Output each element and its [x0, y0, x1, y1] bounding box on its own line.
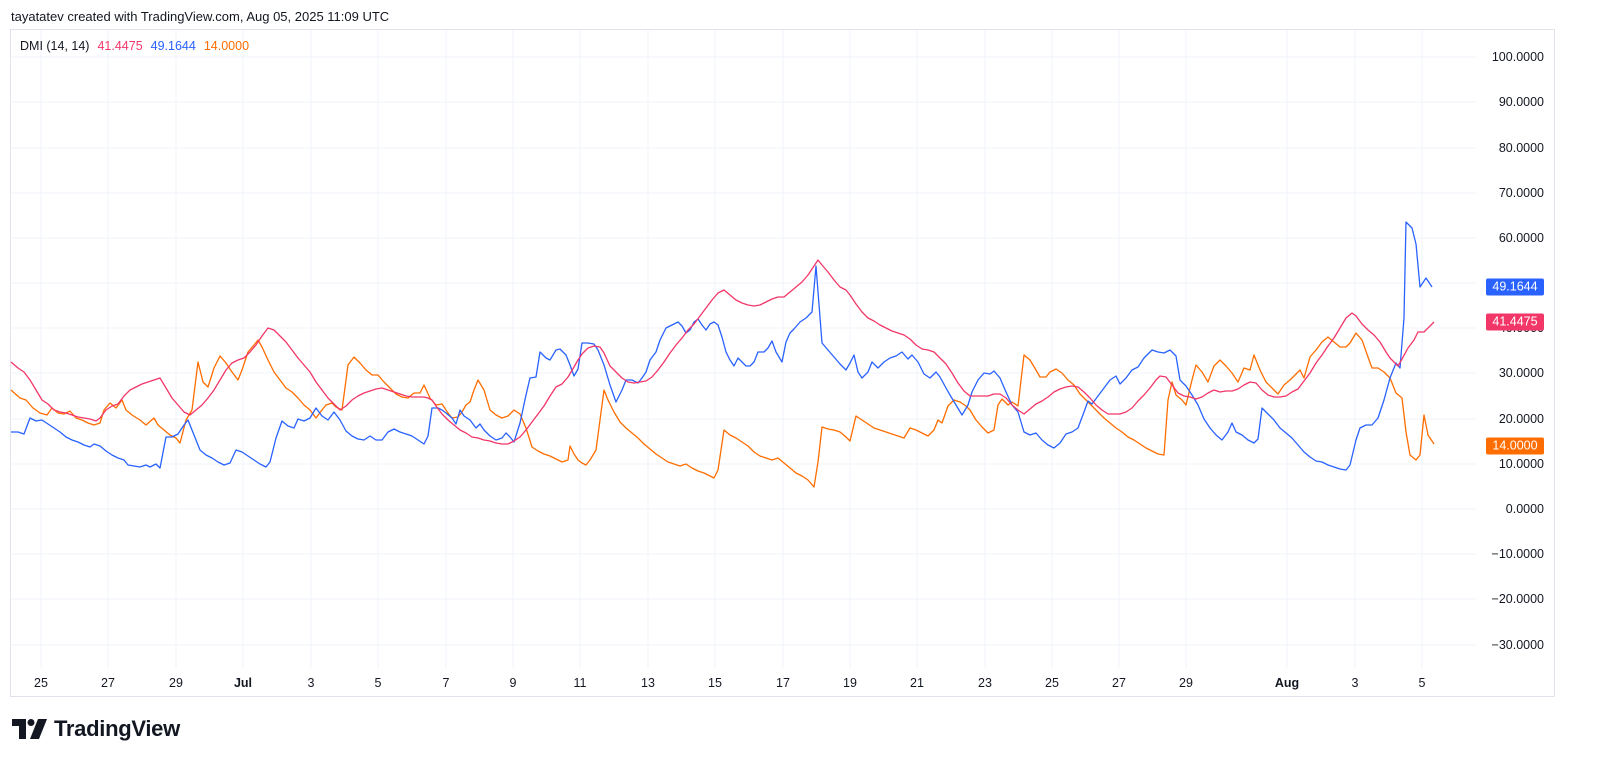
y-axis-label: 90.0000 — [1498, 95, 1544, 109]
grid-lines — [11, 30, 1476, 668]
legend-minus-di-value: 14.0000 — [203, 39, 250, 53]
y-axis-label: 10.0000 — [1498, 457, 1544, 471]
y-axis-label: 60.0000 — [1498, 231, 1544, 245]
y-axis-label: 100.0000 — [1491, 50, 1544, 64]
tradingview-logo-text: TradingView — [54, 716, 180, 741]
x-axis-label: 3 — [1351, 676, 1359, 690]
x-axis-label: 27 — [101, 676, 115, 690]
x-axis-label: 19 — [843, 676, 857, 690]
x-axis-label: 13 — [641, 676, 655, 690]
x-axis-label: 5 — [374, 676, 382, 690]
legend-plus-di-value: 49.1644 — [150, 39, 196, 53]
x-axis-label: 27 — [1112, 676, 1126, 690]
series-minus-di-line — [10, 332, 1435, 488]
x-axis-label: 23 — [978, 676, 992, 690]
minus-di-price-badge: 14.0000 — [1486, 437, 1544, 455]
x-axis-label: 5 — [1418, 676, 1426, 690]
x-axis-label: 29 — [1179, 676, 1193, 690]
legend-indicator-name: DMI (14, 14) — [20, 39, 90, 53]
y-axis-label: −20.0000 — [1491, 592, 1544, 606]
y-axis-label: 20.0000 — [1498, 412, 1544, 426]
x-axis-label: 25 — [1045, 676, 1059, 690]
x-axis-label: 7 — [442, 676, 450, 690]
series-adx-line — [10, 259, 1435, 445]
adx-price-badge: 41.4475 — [1486, 313, 1544, 331]
plus-di-price-badge: 49.1644 — [1486, 278, 1544, 296]
tradingview-logo[interactable]: TradingView — [12, 716, 180, 742]
y-axis-label: 30.0000 — [1498, 366, 1544, 380]
x-axis-label: 25 — [34, 676, 48, 690]
x-axis-label: 3 — [307, 676, 315, 690]
x-axis-label: 29 — [169, 676, 183, 690]
header-caption: tayatatev created with TradingView.com, … — [11, 9, 390, 24]
x-axis-label: 15 — [708, 676, 722, 690]
x-axis-label: 9 — [509, 676, 517, 690]
legend-adx-value: 41.4475 — [97, 39, 143, 53]
series-plus-di-line — [11, 221, 1433, 471]
y-axis-label: −30.0000 — [1491, 638, 1544, 652]
x-axis-label: 21 — [910, 676, 924, 690]
x-axis-label: 17 — [776, 676, 790, 690]
x-axis-label-month: Jul — [233, 676, 253, 690]
indicator-legend[interactable]: DMI (14, 14) 41.4475 49.1644 14.0000 — [20, 39, 249, 53]
x-axis-label-month: Aug — [1274, 676, 1300, 690]
tradingview-logo-icon — [12, 719, 47, 739]
y-axis-label: 70.0000 — [1498, 186, 1544, 200]
x-axis-label: 11 — [573, 676, 587, 690]
y-axis-label: 80.0000 — [1498, 141, 1544, 155]
y-axis-label: 0.0000 — [1505, 502, 1544, 516]
chart-frame — [10, 29, 1555, 697]
y-axis-label: −10.0000 — [1491, 547, 1544, 561]
